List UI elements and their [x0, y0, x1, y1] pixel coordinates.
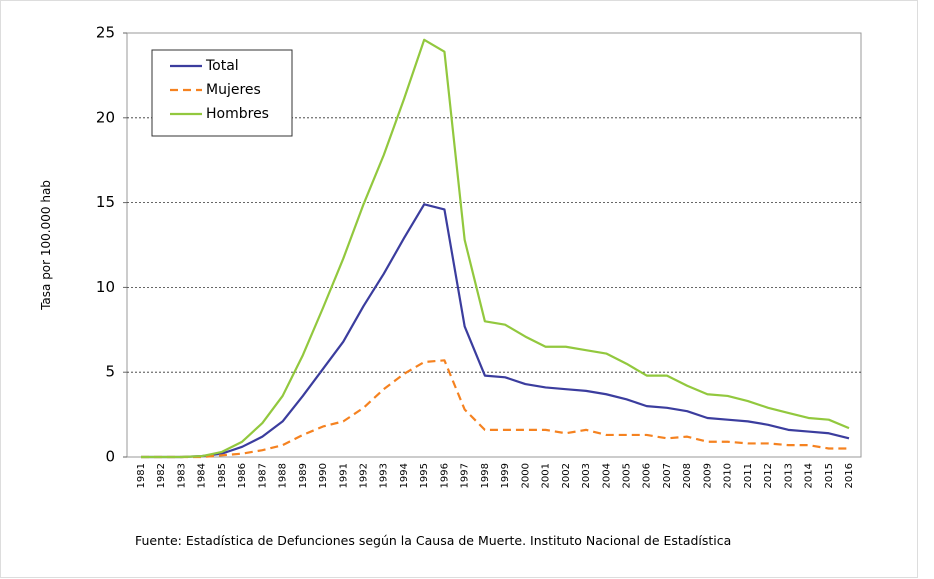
- x-tick-label: 2004: [601, 463, 612, 488]
- series-line: [141, 38, 850, 459]
- x-tick-label: 2009: [702, 463, 713, 488]
- x-tick-label: 1986: [237, 463, 248, 488]
- x-tick-label: 1999: [500, 463, 511, 488]
- y-tick-label: 20: [96, 108, 115, 126]
- x-tick-label: 2008: [682, 463, 693, 488]
- y-tick-label: 5: [105, 363, 115, 381]
- x-tick-label: 2006: [642, 463, 653, 488]
- y-tick-label: 0: [105, 448, 115, 466]
- x-tick-label: 2016: [844, 463, 855, 488]
- x-tick-label: 1994: [399, 463, 410, 488]
- y-tick-label: 15: [96, 193, 115, 211]
- x-tick-label: 1983: [176, 463, 187, 488]
- x-tick-label: 2010: [723, 463, 734, 488]
- x-tick-label: 1996: [439, 463, 450, 488]
- x-tick-label: 2007: [662, 463, 673, 488]
- x-tick-label: 2005: [621, 463, 632, 488]
- legend-label: Hombres: [206, 106, 269, 122]
- x-tick-label: 1987: [257, 463, 268, 488]
- x-tick-label: 2002: [561, 463, 572, 488]
- x-tick-label: 2001: [541, 463, 552, 488]
- series-line: [141, 203, 850, 459]
- x-tick-label: 2015: [824, 463, 835, 488]
- x-tick-label: 2013: [783, 463, 794, 488]
- x-tick-label: 1991: [338, 463, 349, 488]
- series-line: [141, 359, 849, 459]
- x-tick-label: 2011: [743, 463, 754, 488]
- x-tick-label: 2003: [581, 463, 592, 488]
- y-tick-label: 25: [96, 24, 115, 42]
- legend-box: [151, 49, 293, 137]
- x-tick-label: 1982: [156, 463, 167, 488]
- y-tick-label: 10: [96, 278, 115, 296]
- y-axis-label: Tasa por 100.000 hab: [39, 180, 53, 311]
- x-tick-label: 2012: [763, 463, 774, 488]
- x-tick-label: 1989: [298, 463, 309, 488]
- x-tick-label: 1990: [318, 463, 329, 488]
- x-tick-label: 1985: [217, 463, 228, 488]
- x-tick-label: 1993: [379, 463, 390, 488]
- x-tick-label: 1995: [419, 463, 430, 488]
- x-tick-label: 1984: [197, 463, 208, 488]
- x-tick-label: 1988: [278, 463, 289, 488]
- x-tick-label: 2000: [520, 463, 531, 488]
- x-tick-label: 1981: [136, 463, 147, 488]
- legend-label: Total: [205, 58, 239, 74]
- x-tick-label: 1998: [480, 463, 491, 488]
- source-note: Fuente: Estadística de Defunciones según…: [135, 533, 731, 548]
- x-tick-label: 1997: [460, 463, 471, 488]
- x-tick-label: 1992: [359, 463, 370, 488]
- legend-label: Mujeres: [206, 82, 261, 98]
- x-tick-label: 2014: [804, 463, 815, 488]
